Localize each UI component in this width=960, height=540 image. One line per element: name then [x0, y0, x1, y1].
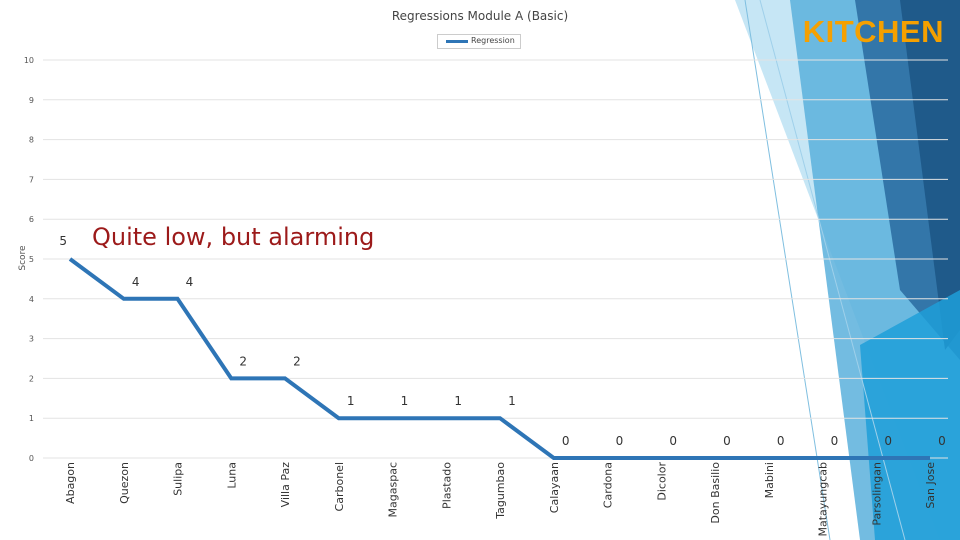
y-tick-label: 7 [29, 175, 34, 184]
chart-title: Regressions Module A (Basic) [391, 9, 569, 23]
data-label: 2 [239, 354, 247, 368]
x-tick-label: Tagumbao [494, 462, 507, 520]
gridlines [43, 59, 948, 459]
data-label: 0 [669, 434, 677, 448]
x-tick-label: Villa Paz [279, 462, 292, 508]
x-tick-label: Abagon [64, 462, 77, 504]
y-axis-label: Score [18, 245, 28, 271]
data-label: 0 [831, 434, 839, 448]
x-tick-label: Parsolingan [870, 462, 883, 526]
y-tick-label: 2 [29, 374, 34, 383]
y-tick-label: 6 [29, 215, 34, 224]
data-label: 0 [884, 434, 892, 448]
data-label: 5 [59, 234, 67, 248]
chart-legend: Regression [437, 34, 521, 49]
x-tick-label: San Jose [924, 462, 937, 509]
data-label: 2 [293, 354, 301, 368]
y-tick-label: 3 [29, 335, 34, 344]
x-tick-label: Quezon [118, 462, 131, 504]
x-tick-label: Plastado [440, 462, 453, 509]
x-tick-label: Dicolor [655, 462, 668, 501]
data-label: 0 [562, 434, 570, 448]
x-tick-label: Matayungcab [817, 462, 830, 537]
series-line-regression [68, 257, 930, 460]
x-tick-label: Calayaan [548, 462, 561, 513]
x-tick-label: Carbonel [333, 462, 346, 511]
y-axis-ticks: 0 1 2 3 4 5 6 7 8 9 10 [24, 56, 34, 463]
y-tick-label: 5 [29, 255, 34, 264]
y-tick-label: 4 [29, 295, 34, 304]
data-label: 1 [401, 394, 409, 408]
legend-swatch [446, 40, 468, 43]
y-tick-label: 1 [29, 414, 34, 423]
data-label: 4 [186, 275, 194, 289]
data-label: 1 [508, 394, 516, 408]
annotation-text: Quite low, but alarming [92, 223, 375, 251]
data-label: 4 [132, 275, 140, 289]
data-label: 1 [454, 394, 462, 408]
brand-logo: KITCHEN [802, 14, 944, 49]
x-tick-label: Mabini [763, 462, 776, 498]
data-label: 0 [723, 434, 731, 448]
data-label: 0 [616, 434, 624, 448]
x-tick-label: Luna [225, 462, 238, 489]
y-tick-label: 8 [29, 136, 34, 145]
data-label: 0 [938, 434, 946, 448]
data-label: 1 [347, 394, 355, 408]
y-tick-label: 0 [29, 454, 34, 463]
data-label: 0 [777, 434, 785, 448]
y-tick-label: 10 [24, 56, 34, 65]
x-tick-label: Don Basilio [709, 462, 722, 524]
x-tick-label: Sulipa [172, 462, 185, 496]
data-labels: 5 4 4 2 2 1 1 1 1 0 0 0 0 0 0 0 0 [59, 234, 945, 448]
y-tick-label: 9 [29, 96, 34, 105]
legend-label: Regression [471, 36, 515, 45]
x-tick-label: Magaspac [387, 462, 400, 517]
x-tick-label: Cardona [602, 462, 615, 508]
x-axis-ticks: Abagon Quezon Sulipa Luna Villa Paz Carbonel M… [64, 462, 937, 537]
